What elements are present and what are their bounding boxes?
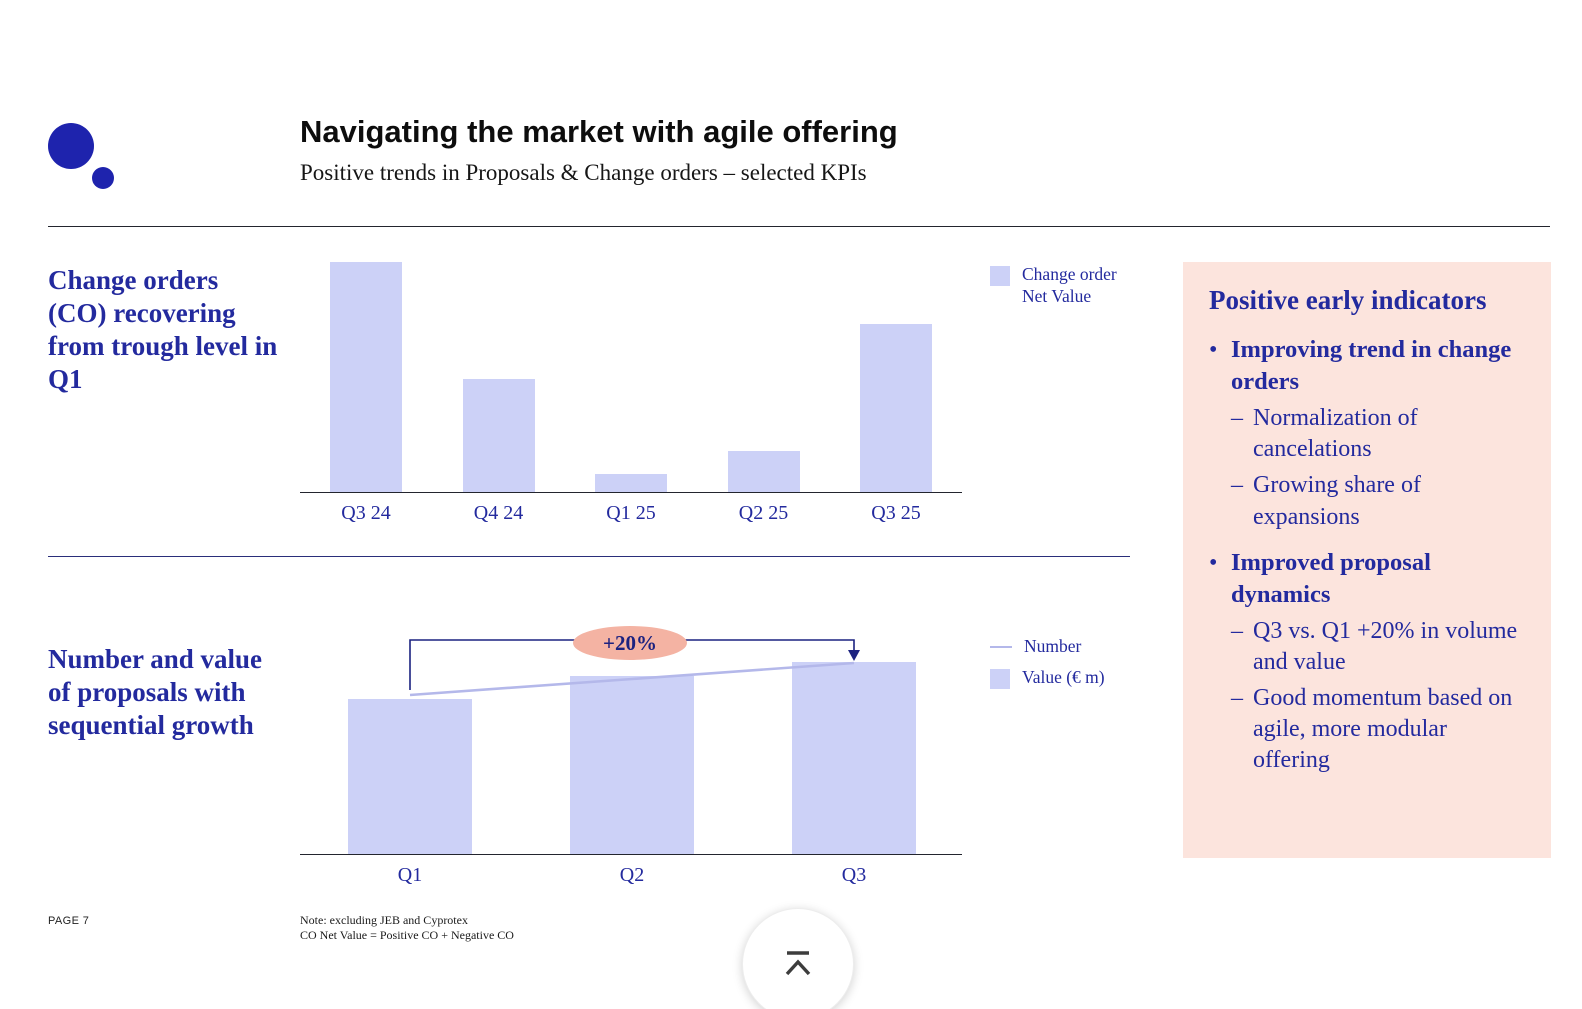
sub-bullet-label: Normalization of cancelations bbox=[1253, 405, 1418, 463]
change-orders-chart: Q3 24 Q4 24 Q1 25 Q2 25 Q3 25 bbox=[300, 260, 962, 525]
panel-bullets: • Improving trend in change orders – Normal… bbox=[1209, 334, 1525, 776]
dash-icon: – bbox=[1231, 405, 1243, 432]
bullet-icon: • bbox=[1209, 549, 1218, 576]
co-bar-q3-24 bbox=[330, 262, 402, 492]
proposals-section-label: Number and value of proposals with seque… bbox=[48, 644, 263, 740]
co-xlabel: Q2 25 bbox=[738, 502, 789, 524]
sub-bullet-item: – Q3 vs. Q1 +20% in volume and value bbox=[1231, 616, 1525, 678]
footnote: Note: excluding JEB and Cyprotex CO Net … bbox=[300, 913, 514, 943]
proposal-xlabel: Q1 bbox=[397, 864, 423, 886]
proposal-bar-q3 bbox=[792, 662, 916, 854]
co-bar-q4-24 bbox=[462, 379, 535, 492]
company-logo-icon bbox=[48, 123, 94, 169]
proposal-xlabel: Q3 bbox=[841, 864, 867, 886]
header-divider bbox=[48, 226, 1550, 227]
sub-bullet-item: – Growing share of expansions bbox=[1231, 470, 1525, 532]
chevron-up-to-line-icon bbox=[785, 951, 811, 976]
bullet-icon: • bbox=[1209, 337, 1218, 364]
line-swatch-icon bbox=[990, 646, 1012, 648]
section-divider bbox=[48, 556, 1130, 557]
co-chart-bars bbox=[300, 260, 962, 493]
number-legend: Number bbox=[990, 636, 1144, 658]
proposals-chart: +20% Q1 Q2 Q3 bbox=[300, 620, 962, 887]
value-legend-label: Value (€ m) bbox=[1022, 667, 1105, 687]
bullet-label: Improved proposal dynamics bbox=[1231, 548, 1431, 608]
bar-swatch-icon bbox=[990, 266, 1010, 286]
insights-panel: Positive early indicators • Improving tre… bbox=[1183, 262, 1551, 858]
co-chart-xlabels: Q3 24 Q4 24 Q1 25 Q2 25 Q3 25 bbox=[300, 502, 962, 525]
scroll-to-top-button[interactable] bbox=[742, 908, 854, 1009]
bullet-item: • Improved proposal dynamics bbox=[1209, 547, 1525, 611]
co-xlabel: Q3 24 bbox=[341, 502, 391, 524]
bullet-item: • Improving trend in change orders bbox=[1209, 334, 1525, 398]
co-xlabel: Q4 24 bbox=[473, 502, 524, 524]
co-bar-q2-25 bbox=[727, 451, 800, 492]
growth-badge: +20% bbox=[573, 626, 687, 660]
proposals-chart-bars: +20% bbox=[300, 620, 962, 855]
co-bar-q1-25 bbox=[595, 474, 667, 492]
panel-title: Positive early indicators bbox=[1209, 285, 1487, 315]
co-xlabel: Q3 25 bbox=[871, 502, 921, 524]
dash-icon: – bbox=[1231, 617, 1243, 644]
sub-bullet-item: – Normalization of cancelations bbox=[1231, 403, 1525, 465]
dash-icon: – bbox=[1231, 472, 1243, 499]
co-legend-label: Change order Net Value bbox=[1022, 264, 1117, 306]
slide-subtitle: Positive trends in Proposals & Change or… bbox=[300, 160, 867, 185]
company-logo-icon bbox=[92, 167, 114, 189]
proposals-chart-xlabels: Q1 Q2 Q3 bbox=[300, 864, 962, 887]
proposal-bar-q2 bbox=[570, 676, 694, 854]
change-orders-section-label: Change orders (CO) recovering from troug… bbox=[48, 265, 278, 394]
slide-title: Navigating the market with agile offerin… bbox=[300, 114, 898, 149]
sub-bullet-label: Q3 vs. Q1 +20% in volume and value bbox=[1253, 617, 1518, 675]
dash-icon: – bbox=[1231, 684, 1243, 711]
co-bar-q3-25 bbox=[860, 324, 932, 492]
number-legend-label: Number bbox=[1024, 636, 1082, 656]
proposal-xlabel: Q2 bbox=[619, 864, 645, 886]
sub-bullet-label: Good momentum based on agile, more modul… bbox=[1253, 684, 1513, 774]
bar-swatch-icon bbox=[990, 669, 1010, 689]
proposal-bar-q1 bbox=[348, 699, 472, 854]
bullet-label: Improving trend in change orders bbox=[1231, 336, 1512, 396]
value-legend: Value (€ m) bbox=[990, 667, 1142, 689]
page-number: PAGE 7 bbox=[48, 915, 90, 927]
footnote-line1: Note: excluding JEB and Cyprotex bbox=[300, 913, 468, 927]
arrowhead-icon bbox=[848, 650, 860, 661]
footnote-line2: CO Net Value = Positive CO + Negative CO bbox=[300, 928, 514, 942]
co-legend: Change order Net Value bbox=[990, 264, 1142, 308]
co-xlabel: Q1 25 bbox=[606, 502, 656, 524]
sub-bullet-label: Growing share of expansions bbox=[1253, 472, 1421, 530]
sub-bullet-item: – Good momentum based on agile, more modu… bbox=[1231, 683, 1525, 777]
